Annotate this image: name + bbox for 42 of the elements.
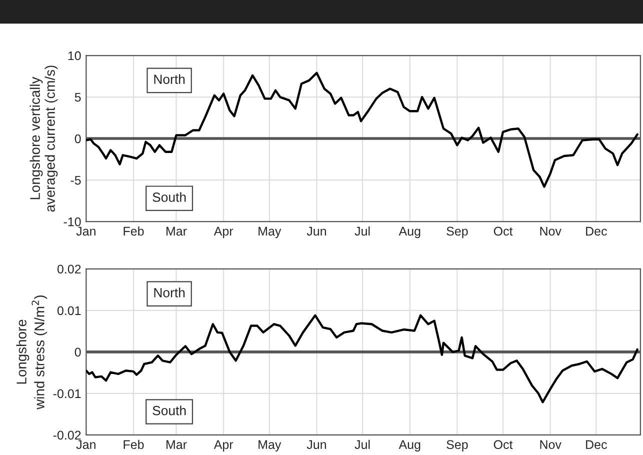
y-tick-label: 10 [68,51,81,60]
line-series [86,314,638,404]
y-tick-label: 0.02 [57,264,81,274]
x-tick-label: Mar [166,440,187,450]
annotation: North [154,74,185,84]
x-tick-label: Jul [354,440,370,450]
x-tick-label: May [258,440,282,452]
x-tick-label: Dec [586,226,607,236]
x-tick-label: Aug [398,440,420,452]
annotation: South [152,192,186,202]
x-tick-label: Jan [76,226,96,236]
x-tick-label: Jul [354,226,370,236]
x-tick-label: Nov [540,440,562,450]
x-tick-label: Aug [398,226,420,238]
y-tick-label: 0.01 [57,306,81,316]
y-tick-label: 0 [74,348,81,357]
line-series [86,72,638,188]
y-tick-label: -10 [64,217,81,226]
x-tick-label: Dec [586,440,607,450]
x-tick-label: Jun [306,226,326,236]
y-tick-label: 0 [74,134,81,144]
y-tick-label: -0.01 [53,389,81,398]
y-tick-label: -0.02 [53,430,81,440]
y-tick-label: 5 [74,92,81,102]
x-tick-label: Apr [214,226,234,238]
y-axis-title: Longshore vertically averaged current (cm/s) [30,66,58,212]
x-tick-label: Apr [214,440,234,452]
annotation: South [152,406,186,416]
x-tick-label: Oct [494,226,513,236]
x-tick-label: Mar [166,226,187,236]
x-tick-label: Nov [540,226,562,236]
x-tick-label: Sep [446,440,468,452]
x-tick-label: Feb [124,440,144,450]
x-tick-label: Jun [306,440,326,450]
x-tick-label: Oct [494,440,513,450]
x-tick-label: Feb [124,226,144,236]
y-tick-label: -5 [70,176,81,185]
annotation: North [154,288,185,298]
x-tick-label: Sep [446,226,468,238]
x-tick-label: Jan [76,440,96,450]
y-axis-title: Longshore wind stress (N/m$^{2}$) [16,296,48,410]
x-tick-label: May [258,226,282,238]
